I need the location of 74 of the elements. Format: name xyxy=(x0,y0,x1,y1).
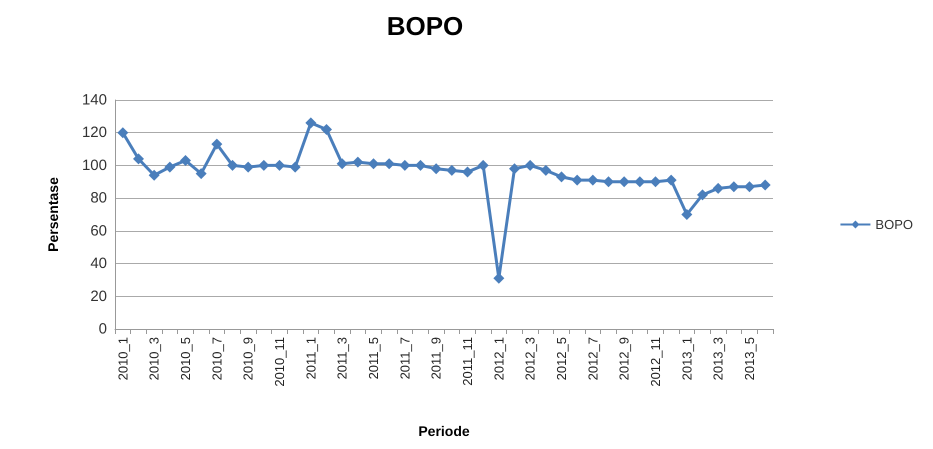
x-tick-label: 2011_1 xyxy=(303,337,318,380)
point xyxy=(618,176,630,188)
x-tick-label: 2010_1 xyxy=(115,337,130,380)
point xyxy=(133,153,144,164)
point xyxy=(384,158,395,170)
y-tick-label: 60 xyxy=(90,222,107,240)
point xyxy=(744,181,755,192)
point xyxy=(148,170,160,181)
legend-label: BOPO xyxy=(875,217,914,232)
point xyxy=(666,174,677,186)
x-tick-label: 2011_11 xyxy=(460,337,475,386)
y-tick-label: 40 xyxy=(90,255,107,272)
y-axis-title: Persentase xyxy=(45,176,61,252)
x-tick-label: 2012_5 xyxy=(554,337,569,380)
point xyxy=(368,158,379,170)
point xyxy=(164,162,176,173)
point xyxy=(462,166,473,178)
x-tick-label: 2012_3 xyxy=(522,337,538,380)
point xyxy=(290,162,301,173)
y-tick-label: 100 xyxy=(82,156,107,174)
x-tick-label: 2012_9 xyxy=(616,337,632,380)
x-tick-label: 2012_7 xyxy=(585,337,600,380)
point xyxy=(760,180,771,191)
point xyxy=(211,138,222,150)
x-tick-label: 2010_3 xyxy=(146,337,162,380)
point xyxy=(634,176,646,188)
x-tick-label: 2011_7 xyxy=(397,337,412,380)
point xyxy=(587,174,598,186)
point xyxy=(572,174,583,186)
chart-title: BOPO xyxy=(386,11,464,41)
point xyxy=(681,209,692,220)
point xyxy=(321,124,332,135)
x-tick-label: 2010_9 xyxy=(240,337,256,380)
x-tick-label: 2013_5 xyxy=(742,337,757,380)
point xyxy=(258,160,270,171)
point xyxy=(180,155,191,166)
point xyxy=(524,160,536,171)
point xyxy=(603,176,614,188)
point xyxy=(336,158,348,170)
x-tick-label: 2011_5 xyxy=(366,337,381,380)
point xyxy=(352,156,364,168)
y-tick-label: 0 xyxy=(98,320,107,338)
x-tick-label: 2010_7 xyxy=(209,337,224,380)
x-tick-label: 2013_3 xyxy=(710,337,726,380)
x-tick-label: 2010_5 xyxy=(178,337,193,380)
x-tick-label: 2010_11 xyxy=(272,337,287,387)
point xyxy=(399,160,410,171)
x-tick-label: 2013_1 xyxy=(679,337,694,380)
point xyxy=(430,163,442,174)
point xyxy=(242,162,254,173)
point xyxy=(446,164,458,176)
x-tick-label: 2012_11 xyxy=(648,337,663,387)
point xyxy=(509,163,520,174)
point xyxy=(196,168,207,180)
x-axis-title: Periode xyxy=(418,423,470,439)
point xyxy=(650,176,661,188)
point xyxy=(415,160,426,171)
x-tick-label: 2011_3 xyxy=(334,337,350,380)
y-tick-label: 80 xyxy=(90,190,107,207)
point xyxy=(227,160,238,171)
x-tick-label: 2012_1 xyxy=(491,337,506,380)
y-tick-label: 20 xyxy=(90,288,107,305)
y-tick-label: 120 xyxy=(82,124,107,142)
point xyxy=(540,164,552,176)
point xyxy=(728,181,740,192)
point xyxy=(274,160,285,171)
point xyxy=(305,117,316,128)
point xyxy=(117,127,128,138)
point xyxy=(697,189,708,200)
x-tick-label: 2011_9 xyxy=(428,337,444,380)
point xyxy=(478,160,489,171)
point xyxy=(556,171,567,182)
y-tick-label: 140 xyxy=(82,92,107,108)
point xyxy=(712,182,724,194)
